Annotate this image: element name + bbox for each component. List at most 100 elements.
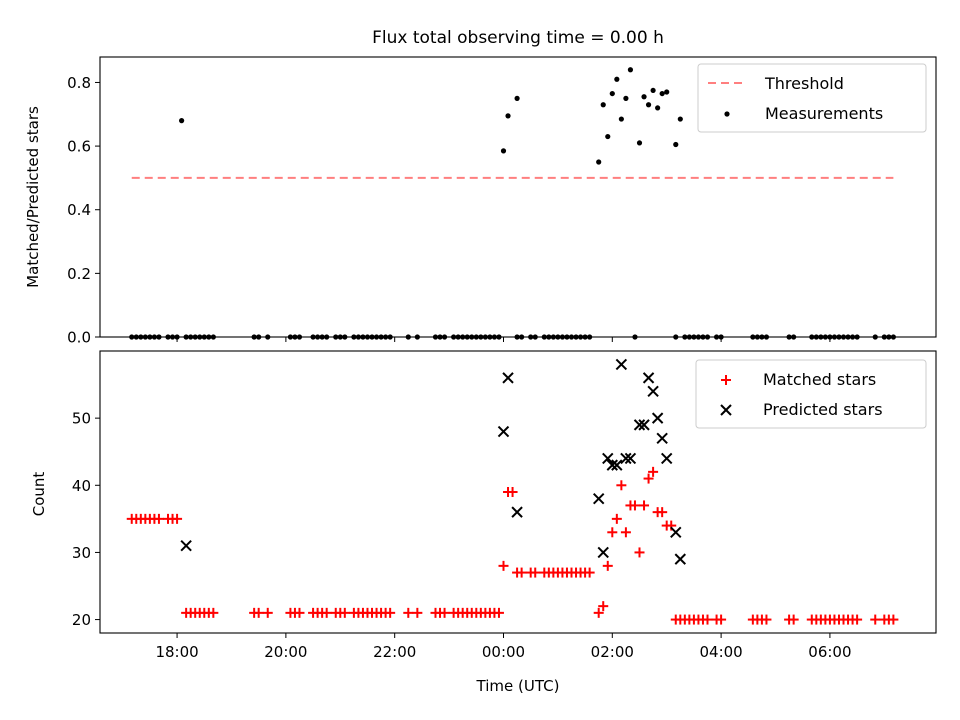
matched-star-point [620, 527, 631, 538]
measurement-point [573, 334, 579, 340]
predicted-star-point [611, 459, 623, 471]
matched-star-point [412, 607, 423, 618]
measurement-point [183, 334, 189, 340]
measurement-point [704, 334, 711, 340]
measurement-point [460, 334, 466, 340]
measurement-point [432, 334, 439, 340]
matched-star-point [493, 607, 504, 618]
measurement-point [813, 334, 819, 340]
matched-star-point [639, 500, 650, 511]
predicted-star-point-b [624, 452, 637, 465]
measurement-point [473, 334, 479, 340]
measurement-point [129, 334, 135, 340]
x-tick-label: 22:00 [373, 643, 416, 661]
top-zero-points [129, 334, 896, 340]
measurement-point [491, 334, 498, 340]
measurement-point [546, 334, 552, 340]
legend-matched-swatch [721, 375, 731, 385]
measurement-point [310, 334, 316, 340]
predicted-star-point [592, 493, 605, 505]
measurement-point [845, 334, 851, 340]
measurement-point [827, 334, 833, 340]
measurement-point [383, 334, 389, 340]
top-y-tick-label: 0.4 [67, 201, 91, 219]
predicted-star-point-b [606, 459, 619, 471]
predicted-star-point-b [597, 546, 609, 559]
measurement-point [673, 141, 679, 148]
predicted-star-point-b [180, 540, 192, 552]
measurement-point [836, 334, 842, 340]
measurement-point [559, 334, 566, 340]
predicted-star-point-b [670, 526, 682, 538]
measurement-point [324, 334, 330, 340]
measurement-point [169, 334, 176, 340]
measurement-point [636, 140, 643, 146]
measurement-point [210, 334, 216, 340]
measurement-point [514, 334, 520, 340]
measurement-point [342, 334, 348, 340]
measurement-point [614, 76, 620, 82]
measurement-point [138, 334, 144, 340]
matched-star-point [498, 560, 509, 571]
measurement-point [627, 67, 634, 73]
legend-predicted-swatch [720, 404, 732, 416]
measurement-point [337, 334, 343, 340]
matched-star-point [584, 567, 595, 578]
measurement-point [206, 334, 212, 340]
measurement-point [265, 334, 271, 340]
measurement-point [822, 334, 828, 340]
matched-star-point [321, 607, 332, 618]
x-tick-label: 02:00 [591, 643, 634, 661]
predicted-star-point-b [633, 419, 646, 431]
measurement-point [890, 334, 896, 340]
measurement-point [292, 334, 298, 340]
predicted-star-point [620, 452, 632, 465]
measurement-point [519, 334, 525, 340]
measurement-point [455, 334, 461, 340]
predicted-star-point [615, 358, 628, 371]
top-legend: Threshold Measurements [697, 63, 927, 133]
matched-star-point [439, 607, 450, 618]
measurement-point [487, 334, 493, 340]
measurement-point [287, 334, 294, 340]
top-panel: 0.00.20.40.60.8 Matched/Predicted stars … [24, 56, 937, 347]
predicted-star-point-b [660, 452, 673, 465]
predicted-star-point [606, 459, 619, 471]
measurement-point [695, 334, 702, 340]
matched-star-point [153, 513, 164, 524]
measurement-point [441, 334, 448, 340]
measurement-point [763, 334, 770, 340]
measurement-point [151, 334, 158, 340]
predicted-star-point [624, 452, 637, 465]
predicted-star-point [651, 412, 664, 424]
matched-star-point [648, 466, 659, 477]
matched-star-point [294, 607, 305, 618]
predicted-star-point [502, 372, 514, 384]
measurement-point [713, 334, 720, 340]
top-measurement-points [179, 67, 683, 165]
top-legend-box [697, 63, 927, 133]
matched-star-point [516, 567, 527, 578]
measurement-point [691, 334, 697, 340]
matched-star-point [702, 614, 713, 625]
legend-measurements-swatch [724, 111, 730, 117]
measurement-point [664, 89, 670, 95]
predicted-star-point-b [615, 358, 628, 371]
predicted-stars-points [180, 358, 687, 565]
top-y-tick-label: 0.6 [67, 138, 91, 156]
top-y-axis-label: Matched/Predicted stars [24, 106, 42, 288]
matched-star-point [598, 601, 609, 612]
top-y-tick-label: 0.8 [67, 74, 91, 92]
bottom-y-tick-label: 50 [72, 410, 91, 428]
measurement-point [405, 334, 411, 340]
predicted-star-point-b [647, 385, 659, 397]
measurement-point [555, 334, 561, 340]
predicted-star-point-b [502, 372, 514, 384]
x-tick-label: 04:00 [699, 643, 742, 661]
measurement-point [373, 334, 380, 340]
measurement-point [256, 334, 262, 340]
measurement-point [596, 159, 602, 165]
measurement-point [840, 334, 847, 340]
matched-star-point [262, 607, 273, 618]
top-y-tick-label: 0.0 [67, 329, 91, 347]
